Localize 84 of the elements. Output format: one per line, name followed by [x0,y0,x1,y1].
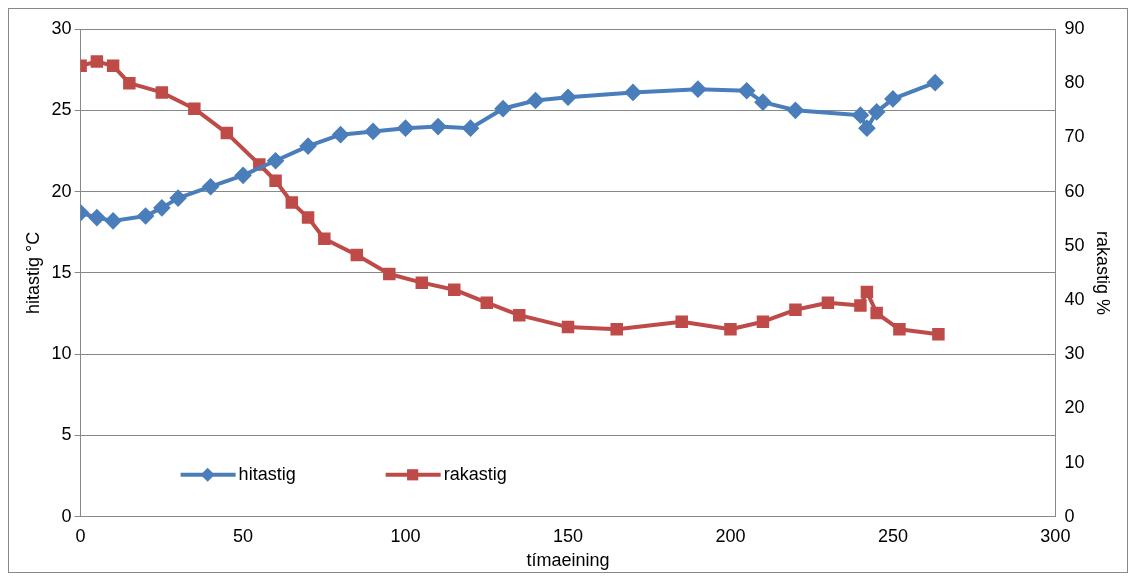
y2-tick-label: 60 [1064,180,1085,201]
y2-tick-label: 30 [1064,343,1085,364]
point [235,167,252,184]
point [448,283,461,296]
point [821,296,835,309]
point [365,123,382,140]
point [170,190,187,207]
point [858,120,875,137]
point [285,196,299,209]
point [153,199,170,216]
legend-label: hitastig [238,463,296,484]
y-tick-label: 5 [61,424,72,445]
point [787,102,804,119]
x-axis-title: tímaeining [526,550,610,571]
y2-tick-label: 80 [1064,72,1085,93]
y2-tick-label: 70 [1064,126,1085,147]
y2-tick-label: 40 [1064,288,1085,309]
point [854,299,867,312]
y-tick-label: 20 [51,180,72,201]
y2-axis-title: rakastig % [1093,230,1114,315]
x-tick-label: 200 [715,525,746,546]
point [932,327,945,341]
point [789,303,802,316]
y-tick-label: 15 [51,261,72,282]
point [860,285,874,299]
point [724,323,737,336]
y-tick-label: 25 [51,99,72,120]
point [318,232,331,245]
point [738,82,755,99]
x-tick-label: 0 [75,525,86,546]
point [397,120,414,137]
y-axis-title: hitastig °C [22,231,43,315]
y2-tick-label: 50 [1064,234,1085,255]
y-tick-label: 10 [51,343,72,364]
x-tick-label: 300 [1040,525,1071,546]
y2-tick-label: 0 [1064,505,1075,526]
point [513,308,526,322]
point [269,174,282,187]
x-tick-label: 50 [233,525,254,546]
point [430,118,447,135]
y-tick-label: 0 [61,505,72,526]
y2-tick-label: 90 [1064,17,1085,38]
point [267,152,284,169]
point [123,76,136,90]
point [188,102,201,115]
point [870,306,883,320]
point [527,92,544,109]
point [155,86,169,99]
point [462,120,479,137]
y2-tick-label: 20 [1064,397,1085,418]
point [675,315,688,328]
x-tick-label: 250 [877,525,908,546]
point [893,323,906,336]
y2-tick-label: 10 [1064,451,1085,472]
point [868,103,885,120]
point [105,212,122,229]
x-tick-label: 100 [390,525,421,546]
point [689,81,706,98]
point [300,138,317,155]
point [495,100,512,117]
point [137,207,154,224]
point [560,89,576,106]
point [332,126,349,143]
point [624,84,641,101]
point [561,320,575,334]
point [756,315,770,328]
point [383,267,396,281]
legend-label: rakastig [443,463,507,484]
point [106,59,120,73]
point [480,296,494,309]
point [884,90,901,107]
point [754,94,771,111]
point [415,276,429,289]
point [202,178,219,195]
point [927,74,944,91]
point [350,248,364,262]
point [301,211,315,224]
point [610,323,623,336]
point [90,55,104,68]
point [852,107,869,124]
x-tick-label: 150 [552,525,584,546]
point [220,126,234,140]
point [88,209,105,226]
y-tick-label: 30 [51,17,72,38]
